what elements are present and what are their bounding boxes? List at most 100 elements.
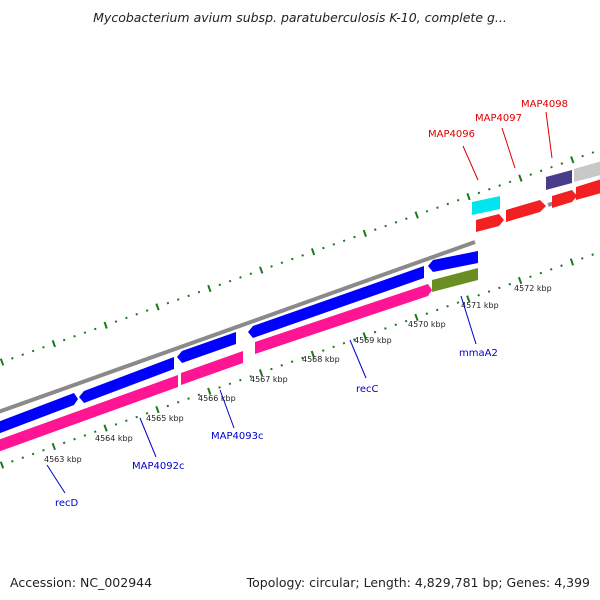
minor-tick [456,198,460,202]
major-tick [518,174,523,182]
major-tick [51,339,56,348]
minor-tick [405,217,408,220]
minor-tick [456,301,460,304]
minor-tick [94,327,97,331]
major-tick [570,156,575,164]
minor-tick [384,327,387,330]
major-tick [103,321,108,329]
major-tick [414,211,419,219]
minor-tick [218,283,222,287]
gene-label-MAP4096: MAP4096 [428,129,475,140]
minor-tick [239,276,242,279]
gene-label-recC: recC [356,384,379,395]
gene-pink-3 [255,284,432,354]
minor-tick [31,452,35,456]
minor-tick [477,293,480,297]
major-tick [258,369,264,377]
minor-tick [321,349,325,352]
scale-labels: 4563 kbp 4564 kbp 4565 kbp 4566 kbp 4567… [44,284,552,464]
major-tick [310,350,315,358]
major-tick [103,424,108,432]
major-tick [0,461,5,469]
minor-tick [498,286,501,290]
minor-tick [228,279,232,283]
scale-label: 4569 kbp [354,336,392,345]
minor-tick [332,345,335,349]
minor-tick [73,334,76,338]
minor-tick [291,257,294,261]
minor-tick [373,228,377,231]
major-tick [259,266,264,274]
gene-pink-1 [0,375,178,452]
minor-tick [529,275,532,279]
minor-tick [249,375,252,378]
minor-tick [218,386,221,389]
gene-navy [546,170,572,190]
minor-tick [280,364,284,367]
minor-tick [62,338,66,342]
minor-tick [332,243,336,246]
scale-label: 4568 kbp [302,355,340,364]
minor-tick [125,419,128,423]
gene-red-3 [552,190,577,208]
leader-MAP4097 [501,127,516,169]
minor-tick [591,253,594,256]
minor-tick [342,239,346,243]
forward-strand-genes [0,251,478,434]
minor-tick [529,173,533,176]
minor-tick [373,330,377,334]
minor-tick [488,187,491,191]
accession-label: Accession: NC_002944 [10,575,153,590]
gene-label-MAP4098: MAP4098 [521,99,568,110]
gene-blue-4 [248,266,424,338]
minor-tick [539,169,543,173]
major-tick [207,284,212,293]
minor-tick [446,202,450,206]
minor-tick [394,221,398,224]
gene-blue-2 [79,357,174,403]
minor-tick [384,224,387,228]
gene-label-MAP4097: MAP4097 [475,113,522,124]
leader-mmaA2 [460,295,477,345]
minor-tick [83,434,87,437]
major-tick [362,332,367,340]
scale-label: 4571 kbp [461,301,499,310]
minor-tick [135,415,138,419]
minor-tick [83,331,87,334]
gene-grey [574,161,600,182]
minor-tick [176,298,180,301]
minor-tick [581,154,584,158]
minor-tick [508,282,512,286]
gene-red-2 [506,200,546,222]
minor-tick [353,338,356,341]
inner-tick-ring [0,253,594,469]
scale-label: 4572 kbp [514,284,552,293]
minor-tick [166,301,170,305]
minor-tick [31,349,35,353]
gene-labels: recD MAP4092c MAP4093c recC mmaA2 MAP409… [55,99,568,509]
major-tick [310,248,316,256]
upper-right-genes [472,161,600,232]
minor-tick [11,357,14,360]
minor-tick [322,246,325,250]
minor-tick [166,404,170,408]
minor-tick [301,254,304,257]
gene-olive [432,268,478,292]
gene-red-1 [476,214,504,232]
minor-tick [249,272,253,276]
minor-tick [11,460,14,463]
minor-tick [73,437,76,441]
minor-tick [145,412,149,415]
minor-tick [435,308,439,312]
minor-tick [498,184,501,187]
gene-label-MAP4092c: MAP4092c [132,461,184,472]
gene-label-recD: recD [55,498,79,509]
minor-tick [591,151,595,154]
minor-tick [145,309,149,312]
minor-tick [394,323,398,327]
minor-tick [176,400,180,404]
gene-red-4 [576,179,600,200]
minor-tick [228,382,232,386]
minor-tick [477,191,481,195]
